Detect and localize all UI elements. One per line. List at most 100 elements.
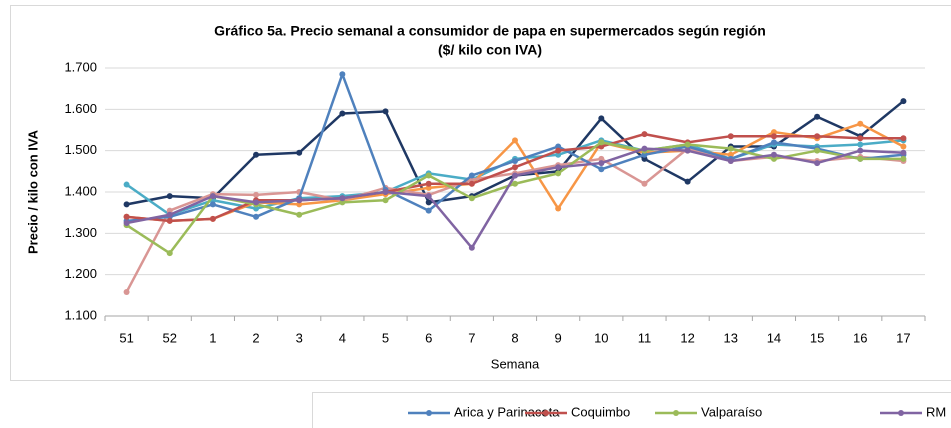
x-tick-label: 9 bbox=[555, 330, 562, 345]
series-marker bbox=[512, 158, 518, 164]
x-tick-label: 12 bbox=[680, 330, 694, 345]
legend-marker bbox=[673, 410, 679, 416]
x-tick-label: 52 bbox=[163, 330, 177, 345]
series-marker bbox=[123, 181, 130, 188]
series-marker bbox=[339, 71, 346, 78]
series-marker bbox=[166, 207, 173, 214]
x-tick-label: 6 bbox=[425, 330, 432, 345]
series-marker bbox=[253, 199, 260, 206]
series-marker bbox=[727, 151, 734, 158]
x-tick-label: 8 bbox=[511, 330, 518, 345]
series-marker bbox=[425, 199, 432, 206]
x-tick-label: 15 bbox=[810, 330, 824, 345]
series-marker bbox=[425, 180, 432, 187]
x-tick-label: 16 bbox=[853, 330, 867, 345]
series-marker bbox=[555, 151, 562, 158]
x-tick-label: 17 bbox=[896, 330, 910, 345]
series-marker bbox=[857, 120, 864, 127]
series-marker bbox=[857, 147, 864, 154]
x-axis-title: Semana bbox=[491, 356, 540, 371]
series-marker bbox=[468, 172, 475, 179]
series-marker bbox=[123, 220, 130, 226]
series-marker bbox=[166, 193, 173, 200]
series-marker bbox=[598, 166, 605, 173]
series-marker bbox=[382, 189, 389, 195]
y-tick-label: 1.200 bbox=[64, 266, 97, 281]
series-marker bbox=[339, 199, 346, 206]
x-tick-label: 51 bbox=[119, 330, 133, 345]
series-marker bbox=[770, 151, 777, 158]
series-marker bbox=[598, 160, 605, 167]
series-marker bbox=[166, 217, 173, 224]
series-marker bbox=[641, 155, 648, 162]
series-marker bbox=[900, 98, 907, 105]
series-marker bbox=[684, 178, 691, 185]
series-marker bbox=[339, 110, 346, 117]
series-marker bbox=[770, 139, 777, 146]
series-marker bbox=[425, 184, 432, 191]
legend-marker bbox=[898, 410, 904, 416]
chart-subtitle: ($/ kilo con IVA) bbox=[438, 42, 542, 58]
series-marker bbox=[814, 147, 821, 154]
y-tick-label: 1.700 bbox=[64, 59, 97, 74]
series-marker bbox=[425, 172, 432, 179]
series-marker bbox=[253, 151, 260, 158]
x-tick-label: 14 bbox=[767, 330, 781, 345]
series-marker bbox=[641, 131, 648, 138]
y-axis-title: Precio / kilo con IVA bbox=[25, 129, 40, 254]
series-marker bbox=[382, 108, 389, 115]
series-marker bbox=[555, 205, 562, 212]
x-tick-label: 1 bbox=[209, 330, 216, 345]
series-marker bbox=[209, 201, 216, 208]
y-tick-label: 1.500 bbox=[64, 142, 97, 157]
series-marker bbox=[641, 180, 648, 187]
chart-title: Gráfico 5a. Precio semanal a consumidor … bbox=[214, 23, 766, 39]
series-marker bbox=[598, 115, 605, 122]
x-tick-label: 13 bbox=[724, 330, 738, 345]
series-marker bbox=[166, 250, 173, 257]
series-marker bbox=[857, 135, 864, 142]
series-marker bbox=[900, 135, 907, 142]
series-marker bbox=[512, 137, 518, 144]
y-tick-label: 1.600 bbox=[64, 101, 97, 116]
series-marker bbox=[684, 141, 691, 148]
x-tick-label: 5 bbox=[382, 330, 389, 345]
series-marker bbox=[598, 143, 605, 150]
series-marker bbox=[555, 170, 562, 177]
series-marker bbox=[296, 149, 303, 156]
series-marker bbox=[296, 201, 303, 208]
series-marker bbox=[209, 215, 216, 222]
x-tick-label: 3 bbox=[296, 330, 303, 345]
series-marker bbox=[555, 147, 562, 154]
series-marker bbox=[555, 143, 562, 150]
series-marker bbox=[512, 172, 518, 179]
series-marker bbox=[770, 129, 777, 136]
series-marker bbox=[598, 155, 605, 162]
y-tick-label: 1.400 bbox=[64, 183, 97, 198]
series-marker bbox=[857, 155, 864, 162]
series-marker bbox=[339, 195, 346, 202]
legend-label: RM bbox=[926, 404, 946, 419]
x-tick-label: 2 bbox=[252, 330, 259, 345]
series-marker bbox=[209, 193, 216, 200]
series-marker bbox=[727, 133, 734, 140]
series-marker bbox=[814, 133, 821, 140]
y-tick-label: 1.300 bbox=[64, 225, 97, 240]
series-marker bbox=[641, 145, 648, 152]
series-marker bbox=[727, 158, 734, 164]
legend-label: Coquimbo bbox=[571, 404, 630, 419]
series-marker bbox=[555, 164, 562, 171]
x-tick-label: 11 bbox=[638, 330, 652, 345]
series-marker bbox=[253, 213, 260, 220]
series-marker bbox=[770, 133, 777, 140]
series-marker bbox=[857, 141, 864, 148]
series-marker bbox=[598, 139, 605, 146]
series-marker bbox=[296, 197, 303, 204]
series-marker bbox=[468, 195, 475, 202]
series-marker bbox=[425, 207, 432, 214]
series-marker bbox=[641, 151, 648, 158]
legend-marker bbox=[426, 410, 432, 416]
series-marker bbox=[166, 211, 173, 218]
